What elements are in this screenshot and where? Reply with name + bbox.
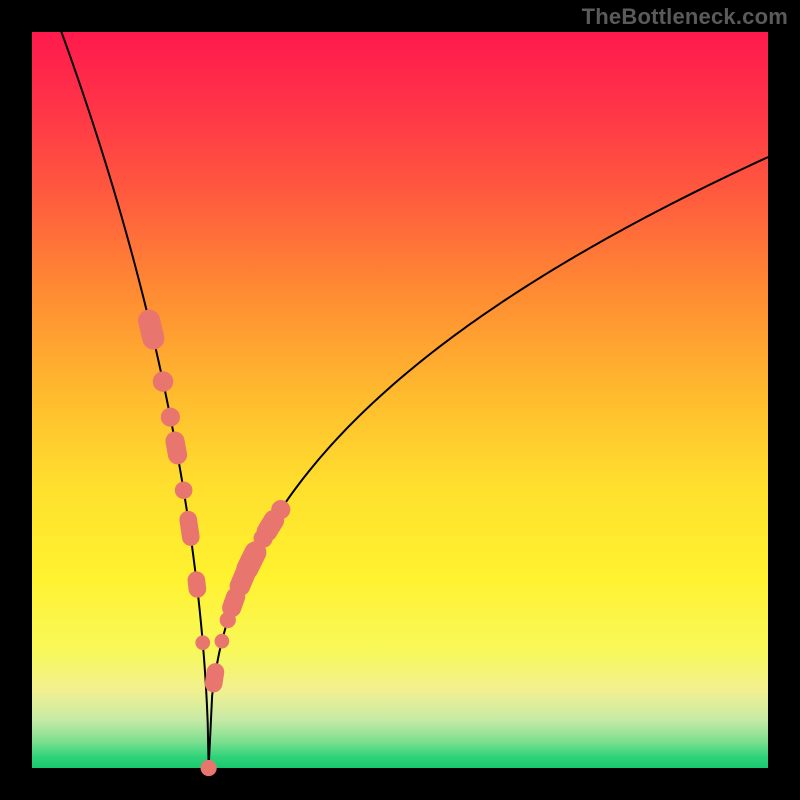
watermark-text: TheBottleneck.com (582, 4, 788, 30)
curve-marker (215, 634, 230, 649)
chart-container: TheBottleneck.com (0, 0, 800, 800)
curve-marker (271, 500, 290, 519)
curve-marker (175, 481, 193, 499)
curve-marker (201, 760, 217, 776)
curve-marker (195, 635, 210, 650)
curve-marker (153, 371, 174, 392)
plot-background (32, 32, 768, 768)
curve-marker (161, 408, 180, 427)
chart-svg (0, 0, 800, 800)
